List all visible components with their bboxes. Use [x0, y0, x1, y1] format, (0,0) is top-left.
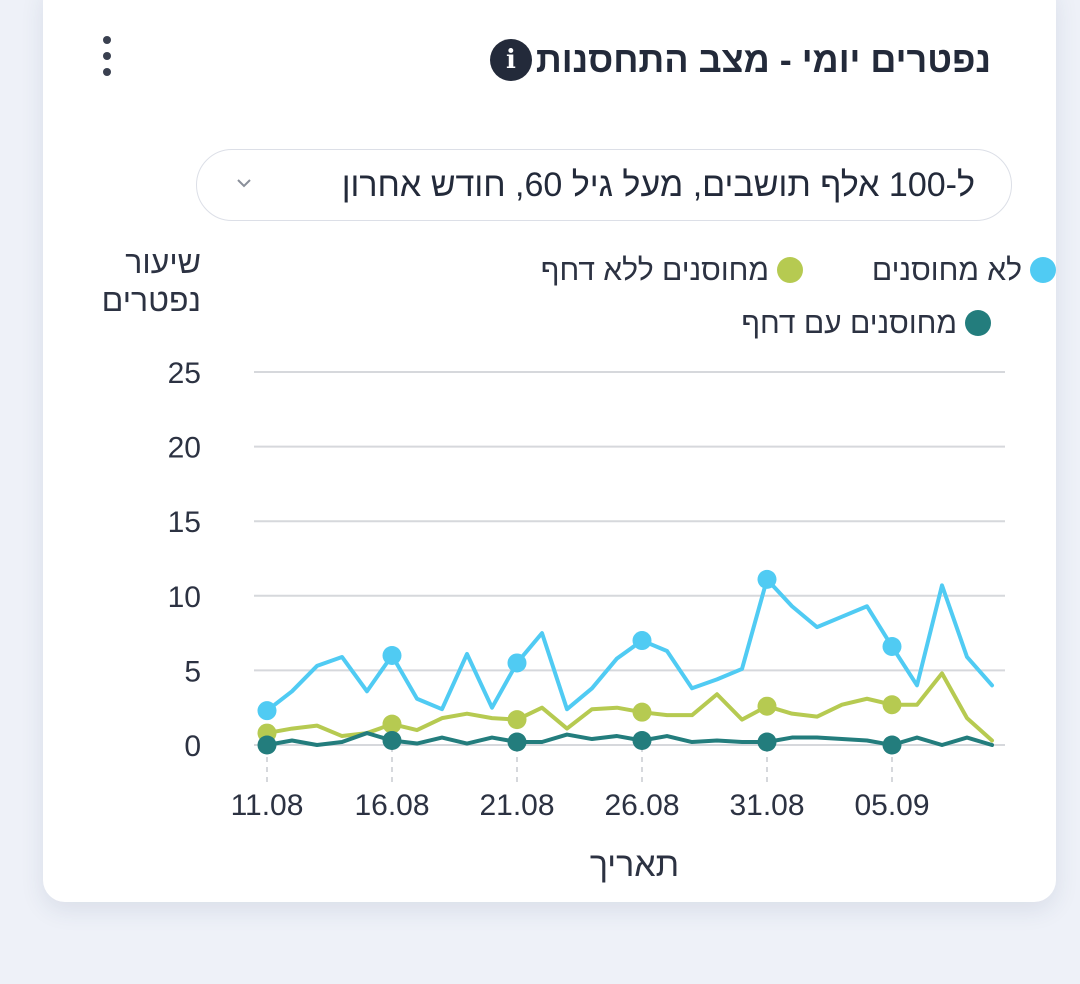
data-point-unvaccinated — [257, 701, 277, 721]
vertical-dots-icon[interactable] — [95, 36, 119, 76]
legend-dot-unvaccinated — [1030, 257, 1056, 284]
legend-dot-vaccinated-booster — [965, 310, 991, 337]
data-point-unvaccinated — [507, 653, 527, 673]
data-point-vaccinated_no_booster — [382, 714, 402, 734]
data-point-vaccinated_booster — [882, 735, 902, 755]
y-tick-label: 10 — [168, 581, 201, 614]
legend-item-vaccinated-no-booster[interactable]: מחוסנים ללא דחף — [541, 251, 803, 291]
legend-item-unvaccinated[interactable]: לא מחוסנים — [872, 251, 1056, 291]
y-tick-label: 0 — [184, 730, 201, 763]
legend-dot-vaccinated-no-booster — [777, 257, 803, 284]
chart-card: i נפטרים יומי - מצב התחסנות ל-100 אלף תו… — [43, 0, 1056, 902]
y-tick-label: 20 — [168, 432, 201, 465]
x-tick-label: 05.09 — [854, 789, 929, 822]
x-tick-label: 11.08 — [231, 789, 304, 822]
data-point-unvaccinated — [882, 637, 902, 657]
chevron-down-icon — [237, 179, 251, 188]
data-point-unvaccinated — [757, 569, 777, 589]
x-tick-label: 31.08 — [729, 789, 804, 822]
data-point-vaccinated_no_booster — [632, 702, 652, 722]
data-point-vaccinated_booster — [632, 731, 652, 751]
legend-label: לא מחוסנים — [871, 254, 1022, 287]
y-tick-label: 5 — [184, 655, 201, 688]
data-point-vaccinated_no_booster — [757, 696, 777, 716]
data-point-vaccinated_booster — [507, 732, 527, 752]
card-title: נפטרים יומי - מצב התחסנות — [535, 39, 991, 80]
data-point-vaccinated_booster — [257, 735, 277, 755]
data-point-vaccinated_no_booster — [507, 710, 527, 730]
data-point-unvaccinated — [632, 631, 652, 651]
data-point-vaccinated_booster — [382, 731, 402, 751]
legend-item-vaccinated-booster[interactable]: מחוסנים עם דחף — [741, 304, 991, 344]
x-tick-label: 26.08 — [604, 789, 679, 822]
data-point-unvaccinated — [382, 645, 402, 665]
data-point-vaccinated_no_booster — [882, 695, 902, 715]
filter-dropdown[interactable]: ל-100 אלף תושבים, מעל גיל 60, חודש אחרון — [196, 149, 1012, 221]
data-point-vaccinated_booster — [757, 732, 777, 752]
legend-label: מחוסנים ללא דחף — [540, 254, 769, 287]
x-tick-label: 16.08 — [354, 789, 429, 822]
line-chart: 0 5 10 15 20 25 11.08 16.08 21.08 26.08 31.08 05.09 — [168, 357, 1005, 822]
x-axis-title: תאריך — [589, 846, 680, 884]
legend-label: מחוסנים עם דחף — [741, 307, 957, 340]
x-tick-label: 21.08 — [479, 789, 554, 822]
y-tick-label: 25 — [168, 357, 201, 390]
info-icon[interactable]: i — [490, 39, 532, 81]
y-tick-label: 15 — [168, 506, 201, 539]
filter-selected-value: ל-100 אלף תושבים, מעל גיל 60, חודש אחרון — [341, 166, 975, 204]
y-axis-title: שיעור נפטרים — [101, 244, 201, 318]
